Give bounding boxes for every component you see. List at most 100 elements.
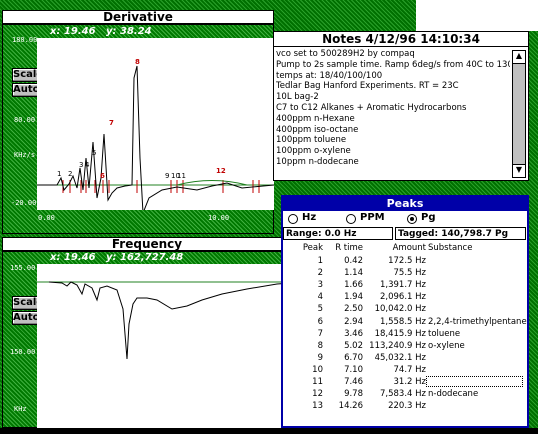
note-line: 400ppm n-Hexane bbox=[276, 113, 355, 124]
notes-text: vco set to 500289H2 by compaq Pump to 2s … bbox=[276, 49, 510, 179]
cell-rtime[interactable]: 1.66 bbox=[344, 280, 363, 291]
desktop-white bbox=[416, 0, 538, 31]
cell-rtime[interactable]: 0.42 bbox=[344, 256, 363, 266]
frequency-plot bbox=[37, 264, 292, 428]
y-label: 150.00 bbox=[10, 348, 36, 356]
window-title: Notes 4/12/96 14:10:34 bbox=[273, 31, 529, 47]
cell-amount[interactable]: 45,032.1 Hz bbox=[374, 352, 426, 363]
x-label: 10.00 bbox=[208, 214, 230, 222]
radio-dot bbox=[410, 217, 414, 221]
notes-window bbox=[273, 31, 529, 181]
peak-label: 2 bbox=[68, 170, 73, 178]
cell-substance[interactable]: toluene bbox=[428, 328, 461, 339]
cell-peak[interactable]: 5 bbox=[317, 304, 323, 315]
peak-label: 1 bbox=[57, 170, 62, 178]
derivative-plot bbox=[37, 38, 274, 210]
scale-button[interactable]: Scale bbox=[12, 68, 44, 82]
cell-peak[interactable]: 11 bbox=[312, 377, 323, 387]
cell-rtime[interactable]: 1.14 bbox=[344, 268, 363, 279]
cell-peak[interactable]: 2 bbox=[317, 268, 323, 279]
cell-peak[interactable]: 3 bbox=[317, 280, 323, 291]
cell-rtime[interactable]: 7.10 bbox=[344, 364, 363, 375]
scale-button[interactable]: Scale bbox=[12, 296, 44, 310]
note-line: temps at: 18/40/100/100 bbox=[276, 70, 383, 81]
unit-radio[interactable] bbox=[346, 214, 356, 224]
unit-label[interactable]: Pg bbox=[421, 212, 436, 223]
plot-area bbox=[37, 38, 274, 210]
peak-label: 10 bbox=[171, 172, 180, 180]
cell-peak[interactable]: 7 bbox=[317, 328, 323, 339]
peaks-window bbox=[281, 195, 529, 428]
peak-label: 8 bbox=[135, 58, 140, 66]
scroll-down[interactable]: ▼ bbox=[512, 164, 526, 178]
cell-amount[interactable]: 1,391.7 Hz bbox=[380, 280, 426, 291]
note-line: Pump to 2s sample time. Ramp 6deg/s from… bbox=[276, 59, 510, 70]
unit-label[interactable]: Hz bbox=[302, 212, 317, 223]
cell-rtime[interactable]: 2.50 bbox=[344, 304, 363, 315]
cell-substance[interactable]: 2,2,4-trimethylpentane bbox=[428, 316, 527, 327]
cell-substance[interactable]: n-dodecane bbox=[428, 389, 479, 400]
unit-label[interactable]: PPM bbox=[360, 212, 385, 223]
note-line: Tedlar Bag Hanford Experiments. RT = 23C bbox=[276, 81, 459, 92]
unit-radio[interactable] bbox=[407, 214, 417, 224]
cell-rtime[interactable]: 3.46 bbox=[344, 328, 363, 339]
taskbar-edge bbox=[0, 428, 538, 434]
cursor-y: y: 162,727.48 bbox=[106, 252, 184, 263]
column-header: Substance bbox=[428, 243, 473, 253]
note-line: vco set to 500289H2 by compaq bbox=[276, 49, 415, 59]
window-title: Frequency bbox=[2, 237, 292, 251]
cell-rtime[interactable]: 2.94 bbox=[344, 316, 363, 327]
y-label: -20.00 bbox=[11, 199, 37, 207]
cell-amount[interactable]: 220.3 Hz bbox=[388, 401, 426, 412]
scroll-up[interactable]: ▲ bbox=[512, 50, 526, 64]
cell-substance[interactable]: o-xylene bbox=[428, 340, 465, 351]
scrollbar[interactable] bbox=[512, 50, 526, 178]
fit-curve bbox=[176, 180, 248, 186]
cell-peak[interactable]: 13 bbox=[312, 401, 323, 412]
window-title: Derivative bbox=[2, 10, 274, 24]
cell-amount[interactable]: 18,415.9 Hz bbox=[374, 328, 426, 339]
derivative-curve bbox=[37, 65, 274, 210]
cell-peak[interactable]: 1 bbox=[317, 256, 323, 266]
cell-peak[interactable]: 12 bbox=[312, 389, 323, 400]
cell-peak[interactable]: 6 bbox=[317, 316, 323, 327]
cell-rtime[interactable]: 6.70 bbox=[344, 352, 363, 363]
peak-label: 11 bbox=[177, 172, 186, 180]
cell-amount[interactable]: 113,240.9 Hz bbox=[369, 340, 426, 351]
y-label: 155.00 bbox=[10, 264, 36, 272]
cell-peak[interactable]: 8 bbox=[317, 340, 323, 351]
peaks-table: Peak R time Amount Substance 1 0.42 172.5 Hz 2 1… bbox=[283, 241, 527, 426]
cell-rtime[interactable]: 7.46 bbox=[344, 377, 363, 387]
auto-button[interactable]: Auto bbox=[12, 83, 40, 97]
cell-amount[interactable]: 7,583.4 Hz bbox=[380, 389, 426, 400]
column-header: R time bbox=[335, 243, 363, 253]
note-line: 10L bag-2 bbox=[276, 92, 319, 103]
note-line: 100ppm toluene bbox=[276, 135, 347, 146]
auto-button[interactable]: Auto bbox=[12, 311, 40, 325]
cell-amount[interactable]: 172.5 Hz bbox=[388, 256, 426, 266]
peak-label: 3 bbox=[79, 161, 84, 169]
cell-rtime[interactable]: 14.26 bbox=[338, 401, 363, 412]
cell-amount[interactable]: 74.7 Hz bbox=[393, 364, 426, 375]
x-label: 0.00 bbox=[38, 214, 55, 222]
cell-amount[interactable]: 1,558.5 Hz bbox=[380, 316, 426, 327]
cell-peak[interactable]: 4 bbox=[317, 292, 323, 303]
cell-rtime[interactable]: 9.78 bbox=[344, 389, 363, 400]
window-title: Peaks bbox=[283, 197, 527, 211]
cell-rtime[interactable]: 1.94 bbox=[344, 292, 363, 303]
cell-peak[interactable]: 9 bbox=[317, 352, 323, 363]
unit-radio[interactable] bbox=[288, 214, 298, 224]
cell-amount[interactable]: 31.2 Hz bbox=[393, 377, 426, 387]
cell-amount[interactable]: 2,096.1 Hz bbox=[380, 292, 426, 303]
peak-label: 9 bbox=[165, 172, 170, 180]
cell-rtime[interactable]: 5.02 bbox=[344, 340, 363, 351]
note-line: C7 to C12 Alkanes + Aromatic Hydrocarbon… bbox=[276, 103, 467, 113]
cell-amount[interactable]: 10,042.0 Hz bbox=[374, 304, 426, 315]
plot-area bbox=[37, 264, 292, 428]
note-line: 10ppm n-dodecane bbox=[276, 157, 359, 167]
cell-peak[interactable]: 10 bbox=[312, 364, 323, 375]
cell-amount[interactable]: 75.5 Hz bbox=[393, 268, 426, 279]
y-label: 180.00 bbox=[12, 36, 38, 44]
peak-label: 4 bbox=[85, 161, 90, 169]
